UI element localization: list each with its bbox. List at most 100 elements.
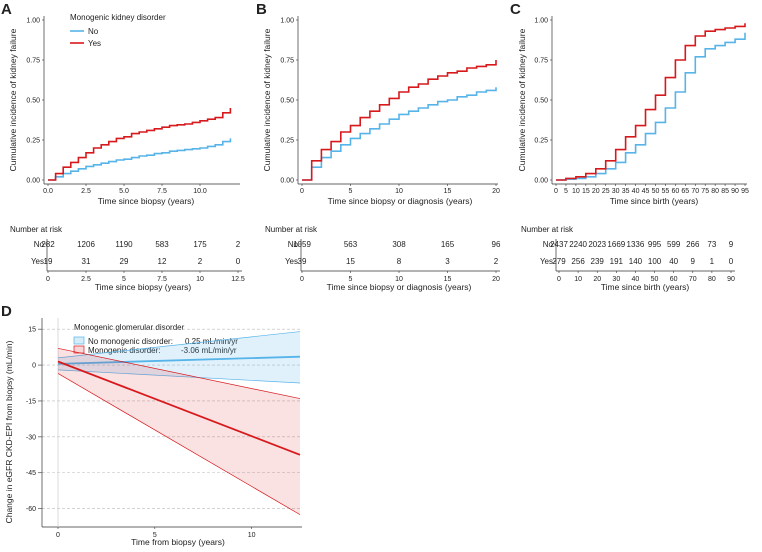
x-tick-label-c: 30 [612, 188, 620, 195]
risk-x-tick-label-a: 12.5 [231, 276, 245, 283]
legend-title-a: Monogenic kidney disorder [70, 13, 166, 22]
risk-count-yes-c: 100 [648, 257, 662, 266]
risk-count-no-c: 995 [648, 240, 662, 249]
legend-key-no-d [73, 336, 85, 345]
x-tick-label-a: 10.0 [193, 188, 207, 195]
risk-count-yes-c: 239 [591, 257, 605, 266]
fit-line-yes-d [57, 360, 301, 456]
y-tick-label-a: 0.00 [26, 177, 40, 184]
x-tick-label-d: 5 [153, 532, 157, 539]
chart-marks: 0.00 0.25 0.50 0.75 1.00 0.0 2.5 5.0 7.5 10.0 0.00… [26, 16, 749, 539]
risk-count-yes-a: 12 [158, 257, 167, 266]
panel-label-c: C [510, 1, 521, 18]
risk-group-label-c: No [543, 240, 554, 249]
risk-group-label-a: Yes [31, 257, 44, 266]
risk-xlabel-a: Time since biopsy (years) [95, 282, 192, 292]
risk-x-tick-label-a: 0 [46, 276, 50, 283]
risk-count-no-b: 308 [392, 240, 406, 249]
risk-count-no-c: 599 [667, 240, 681, 249]
x-tick-label-c: 10 [572, 188, 580, 195]
x-tick-label-c: 20 [592, 188, 600, 195]
ylabel-b: Cumulative incidence of kidney failure [262, 28, 272, 171]
risk-count-yes-b: 2 [494, 257, 499, 266]
x-tick-label-a: 7.5 [157, 188, 167, 195]
y-tick-label-d: 0 [32, 362, 36, 369]
risk-x-tick-label-c: 0 [557, 276, 561, 283]
x-tick-label-c: 40 [632, 188, 640, 195]
y-tick-label-d: -15 [26, 398, 36, 405]
risk-count-yes-b: 15 [346, 257, 355, 266]
risk-count-yes-a: 29 [120, 257, 129, 266]
risk-group-label-b: Yes [285, 257, 298, 266]
x-tick-label-d: 0 [56, 532, 60, 539]
risk-count-yes-c: 0 [729, 257, 734, 266]
x-tick-label-c: 70 [691, 188, 699, 195]
risk-group-label-a: No [34, 240, 45, 249]
x-tick-label-c: 55 [662, 188, 670, 195]
ci-upper-yes-d [57, 347, 301, 399]
risk-count-no-a: 2 [236, 240, 241, 249]
y-tick-label-b: 1.00 [280, 17, 294, 24]
series-line-no-c [556, 32, 746, 181]
risk-x-tick-label-c: 60 [670, 276, 678, 283]
risk-count-no-b: 165 [441, 240, 455, 249]
series-line-yes-c [556, 23, 746, 181]
x-tick-label-c: 95 [741, 188, 749, 195]
risk-count-no-b: 563 [344, 240, 358, 249]
risk-x-tick-label-b: 15 [444, 276, 452, 283]
ci-lower-no-d [57, 369, 301, 384]
x-tick-label-b: 0 [300, 188, 304, 195]
risk-x-tick-label-c: 70 [689, 276, 697, 283]
y-tick-label-d: -60 [26, 506, 36, 513]
x-tick-label-c: 45 [642, 188, 650, 195]
x-tick-label-c: 25 [602, 188, 610, 195]
x-tick-label-b: 5 [349, 188, 353, 195]
risk-x-tick-label-a: 2.5 [81, 276, 91, 283]
risk-title-c: Number at risk [521, 225, 574, 234]
xlabel-c: Time since birth (years) [610, 196, 699, 206]
fit-line-no-d [57, 355, 301, 365]
risk-group-label-c: Yes [540, 257, 553, 266]
risk-count-yes-c: 40 [669, 257, 678, 266]
risk-count-no-c: 1669 [607, 240, 625, 249]
risk-count-no-a: 282 [41, 240, 55, 249]
risk-count-yes-c: 9 [691, 257, 696, 266]
x-tick-label-a: 2.5 [81, 188, 91, 195]
panel-label-d: D [1, 303, 12, 320]
risk-count-no-b: 96 [492, 240, 501, 249]
risk-x-tick-label-b: 0 [300, 276, 304, 283]
risk-title-a: Number at risk [10, 225, 63, 234]
ylabel-d: Change in eGFR CKD-EPI from biopsy (mL/m… [4, 340, 14, 523]
x-tick-label-a: 5.0 [119, 188, 129, 195]
risk-count-no-c: 2437 [550, 240, 568, 249]
series-line-yes-a [48, 108, 232, 181]
y-tick-label-d: 15 [28, 327, 36, 334]
risk-xlabel-c: Time since birth (years) [601, 282, 690, 292]
series-line-no-a [48, 138, 232, 181]
panel-label-a: A [1, 1, 12, 18]
risk-count-no-a: 175 [193, 240, 207, 249]
risk-x-tick-label-c: 30 [612, 276, 620, 283]
ci-band-no-d [58, 331, 300, 383]
risk-xlabel-b: Time since biopsy or diagnosis (years) [327, 282, 472, 292]
risk-count-yes-b: 39 [298, 257, 307, 266]
x-tick-label-c: 65 [681, 188, 689, 195]
xlabel-b: Time since biopsy or diagnosis (years) [328, 196, 473, 206]
x-tick-label-c: 0 [554, 188, 558, 195]
risk-count-no-c: 1336 [627, 240, 645, 249]
y-tick-label-c: 1.00 [534, 17, 548, 24]
y-tick-label-c: 0.50 [534, 97, 548, 104]
risk-count-yes-a: 2 [198, 257, 203, 266]
y-tick-label-d: -30 [26, 434, 36, 441]
ylabel-a: Cumulative incidence of kidney failure [8, 28, 18, 171]
risk-count-no-c: 266 [686, 240, 700, 249]
risk-x-tick-label-c: 80 [708, 276, 716, 283]
legend-label-yes-a: Yes [88, 39, 101, 48]
y-tick-label-a: 1.00 [26, 17, 40, 24]
risk-count-yes-b: 3 [445, 257, 450, 266]
risk-x-tick-label-c: 10 [574, 276, 582, 283]
risk-group-label-b: No [288, 240, 299, 249]
y-tick-label-c: 0.75 [534, 57, 548, 64]
risk-count-yes-c: 256 [571, 257, 585, 266]
